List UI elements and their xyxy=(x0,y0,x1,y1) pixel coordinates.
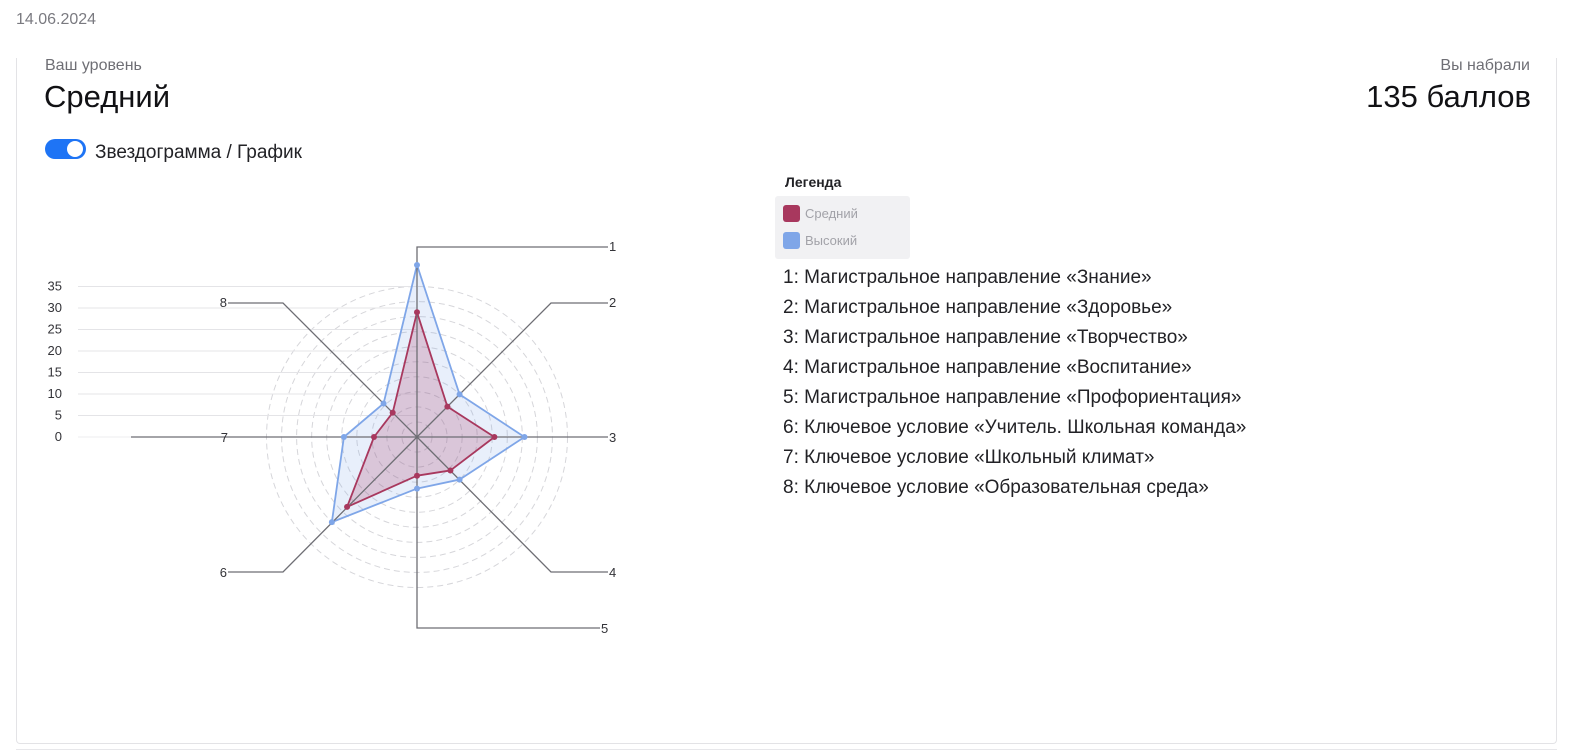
legend-label-vysokii: Высокий xyxy=(805,232,858,248)
scale-tick-label: 15 xyxy=(48,365,62,380)
data-point xyxy=(344,503,351,510)
scale-tick-label: 30 xyxy=(48,300,62,315)
data-point xyxy=(444,403,451,410)
data-point xyxy=(340,434,347,440)
axis-label: 2 xyxy=(609,295,616,310)
scale-tick-label: 0 xyxy=(55,429,62,444)
data-point xyxy=(328,519,335,526)
axis-label: 1 xyxy=(609,239,616,254)
scale-tick-label: 5 xyxy=(55,408,62,423)
legend-swatch-vysokii xyxy=(783,231,800,249)
divider xyxy=(16,749,1557,750)
legend-title: Легенда xyxy=(785,174,842,190)
data-point xyxy=(414,472,420,479)
result-card xyxy=(16,58,1557,744)
axis-spoke xyxy=(228,302,418,438)
radar-axes: 1 2 3 4 5 6 7 8 xyxy=(131,239,616,636)
axis-description: 7: Ключевое условие «Школьный климат» xyxy=(783,447,1155,468)
axis-label: 7 xyxy=(221,430,228,445)
view-toggle-switch[interactable] xyxy=(45,139,86,159)
legend-label-srednii: Средний xyxy=(805,205,858,221)
radar-scale: 0 5 10 15 20 25 30 35 xyxy=(48,279,417,444)
scale-tick-label: 10 xyxy=(48,386,62,401)
report-date: 14.06.2024 xyxy=(16,11,97,28)
scale-tick-label: 25 xyxy=(48,322,62,337)
scale-tick-label: 20 xyxy=(48,343,62,358)
view-toggle-label[interactable]: Звездограмма / График xyxy=(95,142,302,163)
scale-tick-label: 35 xyxy=(48,279,62,294)
axis-label: 5 xyxy=(601,621,608,636)
legend-box: Средний Высокий xyxy=(775,196,910,259)
level-caption: Ваш уровень xyxy=(45,57,142,74)
data-point xyxy=(371,434,377,440)
axis-label: 4 xyxy=(609,565,616,580)
data-point xyxy=(389,409,396,416)
axis-description: 3: Магистральное направление «Творчество… xyxy=(783,327,1188,348)
axis-spoke xyxy=(416,436,608,573)
axes-description-list: 1: Магистральное направление «Знание» 2:… xyxy=(783,263,1246,503)
axis-description: 2: Магистральное направление «Здоровье» xyxy=(783,297,1173,318)
data-point xyxy=(447,467,454,474)
legend-item-vysokii[interactable]: Высокий xyxy=(783,231,857,249)
data-point xyxy=(380,400,387,407)
axis-description: 4: Магистральное направление «Воспитание… xyxy=(783,357,1192,378)
data-point xyxy=(491,434,498,440)
axis-description: 8: Ключевое условие «Образовательная сре… xyxy=(783,477,1209,498)
data-point xyxy=(414,485,420,492)
radar-points xyxy=(328,262,528,526)
radar-series xyxy=(330,264,526,524)
axis-label: 3 xyxy=(609,430,616,445)
data-point xyxy=(521,434,528,440)
axis-spoke xyxy=(416,437,600,629)
data-point xyxy=(414,262,420,268)
data-point xyxy=(414,309,420,316)
axis-description: 5: Магистральное направление «Профориент… xyxy=(783,387,1242,408)
toggle-knob xyxy=(67,141,83,157)
legend-swatch-srednii xyxy=(783,204,800,222)
level-value: Средний xyxy=(44,79,171,114)
score-caption: Вы набрали xyxy=(1440,57,1530,74)
axis-label: 8 xyxy=(220,295,227,310)
axis-label: 6 xyxy=(220,565,227,580)
data-point xyxy=(456,391,463,398)
axis-description: 1: Магистральное направление «Знание» xyxy=(783,267,1152,288)
data-point xyxy=(456,476,463,483)
score-value: 135 баллов xyxy=(1366,79,1531,114)
axis-spoke xyxy=(228,436,418,573)
axis-spoke xyxy=(416,246,608,437)
legend-item-srednii[interactable]: Средний xyxy=(783,204,858,222)
axis-description: 6: Ключевое условие «Учитель. Школьная к… xyxy=(783,417,1247,438)
